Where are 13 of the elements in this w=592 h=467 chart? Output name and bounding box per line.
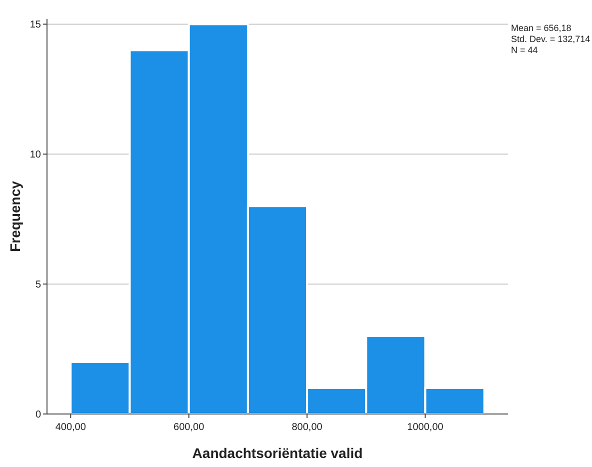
y-tick-label: 10 [30, 150, 42, 161]
text: Mean = 656,18 [511, 23, 572, 33]
y-tick-label: 5 [35, 280, 42, 291]
x-tick-label: 800,00 [292, 422, 323, 433]
x-tick-label: 400,00 [55, 422, 86, 433]
y-tick-label: 15 [30, 20, 42, 31]
y-axis-title: Frequency [7, 180, 23, 252]
x-tick-label: 1000,00 [407, 422, 444, 433]
x-axis-title: Aandachtsoriëntatie valid [192, 445, 363, 461]
y-tick-label: 0 [35, 410, 42, 420]
x-tick-label: 600,00 [174, 422, 205, 433]
text: N = 44 [511, 45, 538, 55]
text: Std. Dev. = 132,714 [511, 34, 590, 44]
